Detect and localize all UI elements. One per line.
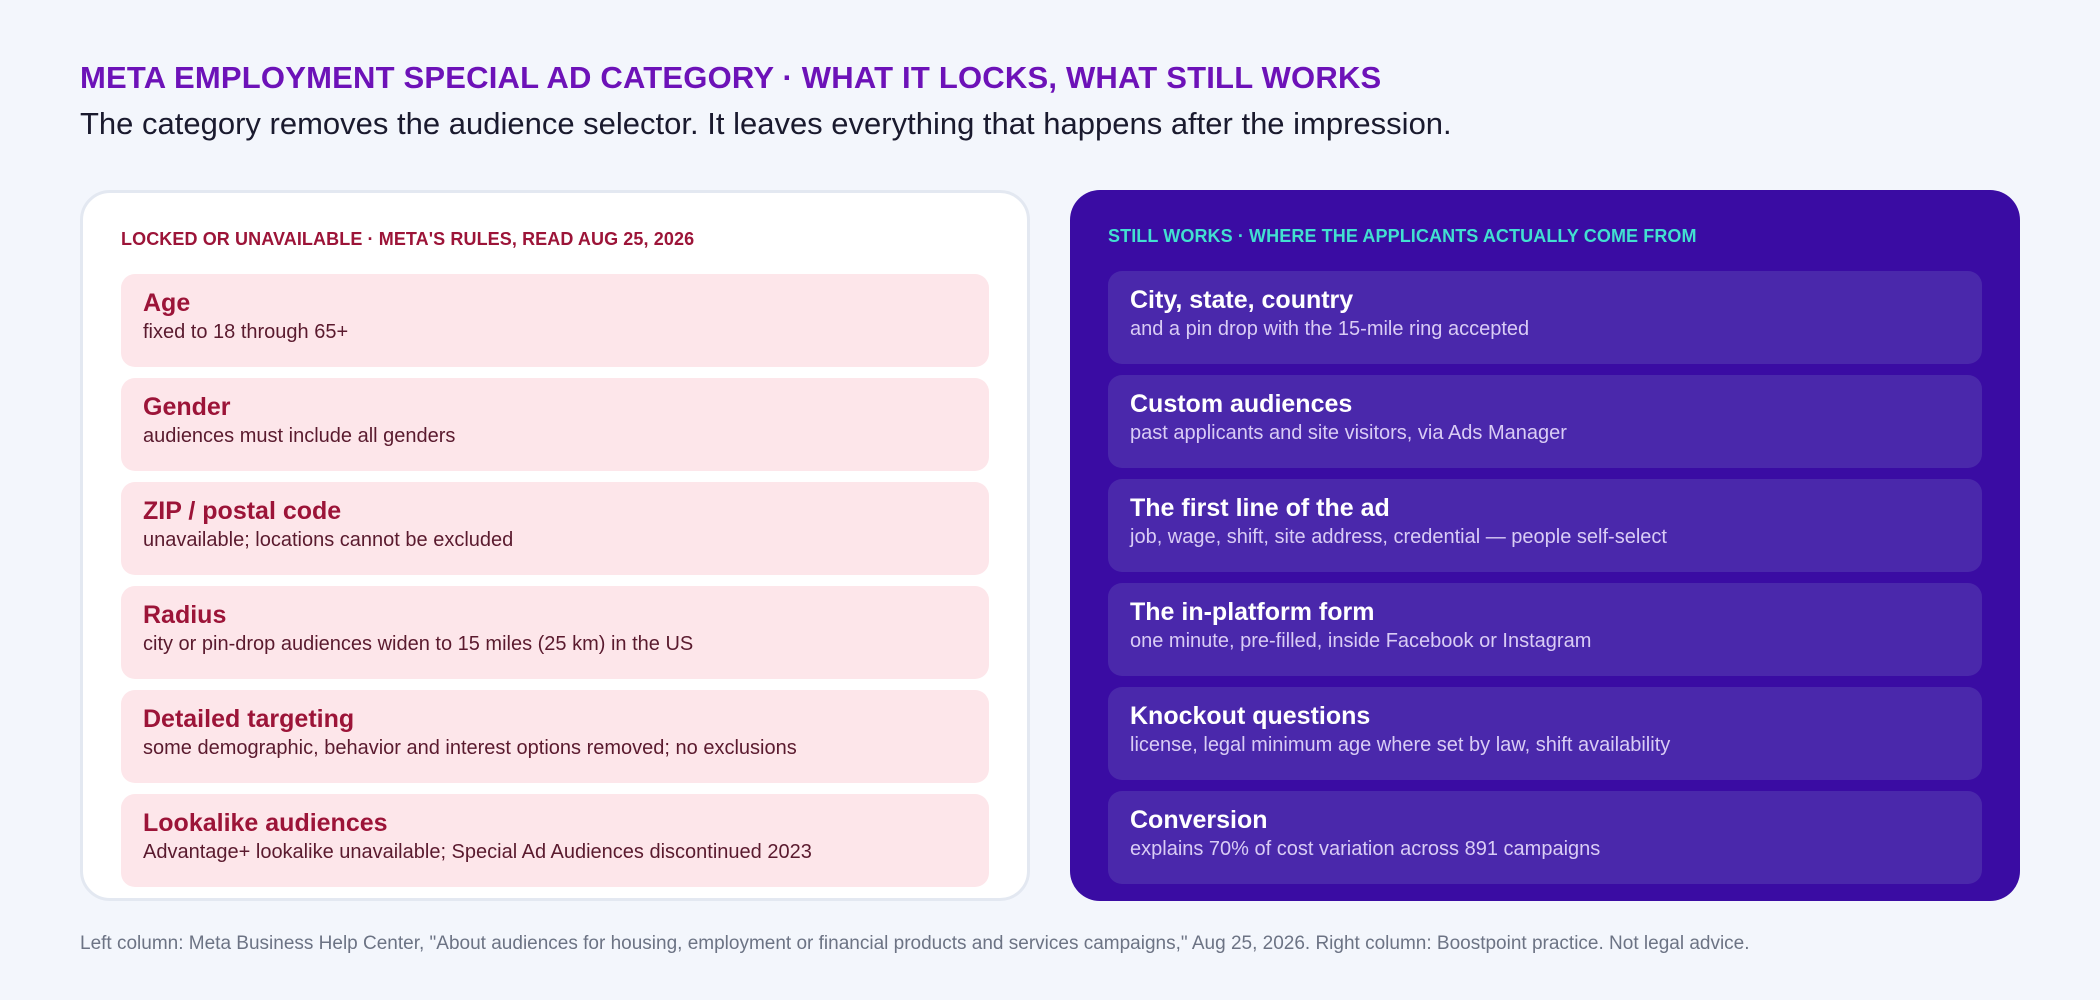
locked-item-title: ZIP / postal code xyxy=(143,497,342,525)
source-footnote: Left column: Meta Business Help Center, … xyxy=(80,933,1750,954)
locked-panel-heading: LOCKED OR UNAVAILABLE · META'S RULES, RE… xyxy=(121,229,695,249)
locked-item-age: Age fixed to 18 through 65+ xyxy=(121,274,989,367)
locked-item-title: Radius xyxy=(143,601,227,629)
locked-item-detailed-targeting: Detailed targeting some demographic, beh… xyxy=(121,690,989,783)
locked-item-desc: audiences must include all genders xyxy=(143,425,456,447)
still-works-panel-heading: STILL WORKS · WHERE THE APPLICANTS ACTUA… xyxy=(1108,226,1697,246)
works-item-desc: and a pin drop with the 15-mile ring acc… xyxy=(1130,318,1530,340)
works-item-desc: one minute, pre-filled, inside Facebook … xyxy=(1130,630,1592,652)
works-item-desc: past applicants and site visitors, via A… xyxy=(1130,422,1567,444)
locked-item-desc: Advantage+ lookalike unavailable; Specia… xyxy=(143,841,812,863)
works-item-location: City, state, country and a pin drop with… xyxy=(1108,271,1982,364)
works-item-custom-audiences: Custom audiences past applicants and sit… xyxy=(1108,375,1982,468)
works-item-desc: job, wage, shift, site address, credenti… xyxy=(1130,526,1667,548)
works-item-in-platform-form: The in-platform form one minute, pre-fil… xyxy=(1108,583,1982,676)
locked-panel: LOCKED OR UNAVAILABLE · META'S RULES, RE… xyxy=(80,190,1030,901)
page-title: META EMPLOYMENT SPECIAL AD CATEGORY · WH… xyxy=(80,60,1382,95)
locked-item-desc: city or pin-drop audiences widen to 15 m… xyxy=(143,633,694,655)
works-item-title: City, state, country xyxy=(1130,286,1354,314)
works-item-title: The first line of the ad xyxy=(1130,494,1390,522)
locked-item-lookalike: Lookalike audiences Advantage+ lookalike… xyxy=(121,794,989,887)
works-item-first-line: The first line of the ad job, wage, shif… xyxy=(1108,479,1982,572)
works-item-desc: explains 70% of cost variation across 89… xyxy=(1130,838,1601,860)
works-item-conversion: Conversion explains 70% of cost variatio… xyxy=(1108,791,1982,884)
works-item-title: Custom audiences xyxy=(1130,390,1353,418)
works-item-title: Knockout questions xyxy=(1130,702,1371,730)
locked-item-desc: some demographic, behavior and interest … xyxy=(143,737,797,759)
works-item-desc: license, legal minimum age where set by … xyxy=(1130,734,1671,756)
locked-item-desc: fixed to 18 through 65+ xyxy=(143,321,349,343)
locked-item-title: Gender xyxy=(143,393,231,421)
still-works-panel: STILL WORKS · WHERE THE APPLICANTS ACTUA… xyxy=(1070,190,2020,901)
works-item-title: The in-platform form xyxy=(1130,598,1375,626)
locked-item-gender: Gender audiences must include all gender… xyxy=(121,378,989,471)
works-item-title: Conversion xyxy=(1130,806,1268,834)
locked-item-title: Detailed targeting xyxy=(143,705,355,733)
page-subtitle: The category removes the audience select… xyxy=(80,106,1452,141)
locked-item-title: Lookalike audiences xyxy=(143,809,388,837)
works-item-knockout-questions: Knockout questions license, legal minimu… xyxy=(1108,687,1982,780)
locked-item-zip: ZIP / postal code unavailable; locations… xyxy=(121,482,989,575)
locked-item-radius: Radius city or pin-drop audiences widen … xyxy=(121,586,989,679)
locked-item-title: Age xyxy=(143,289,191,317)
locked-item-desc: unavailable; locations cannot be exclude… xyxy=(143,529,514,551)
